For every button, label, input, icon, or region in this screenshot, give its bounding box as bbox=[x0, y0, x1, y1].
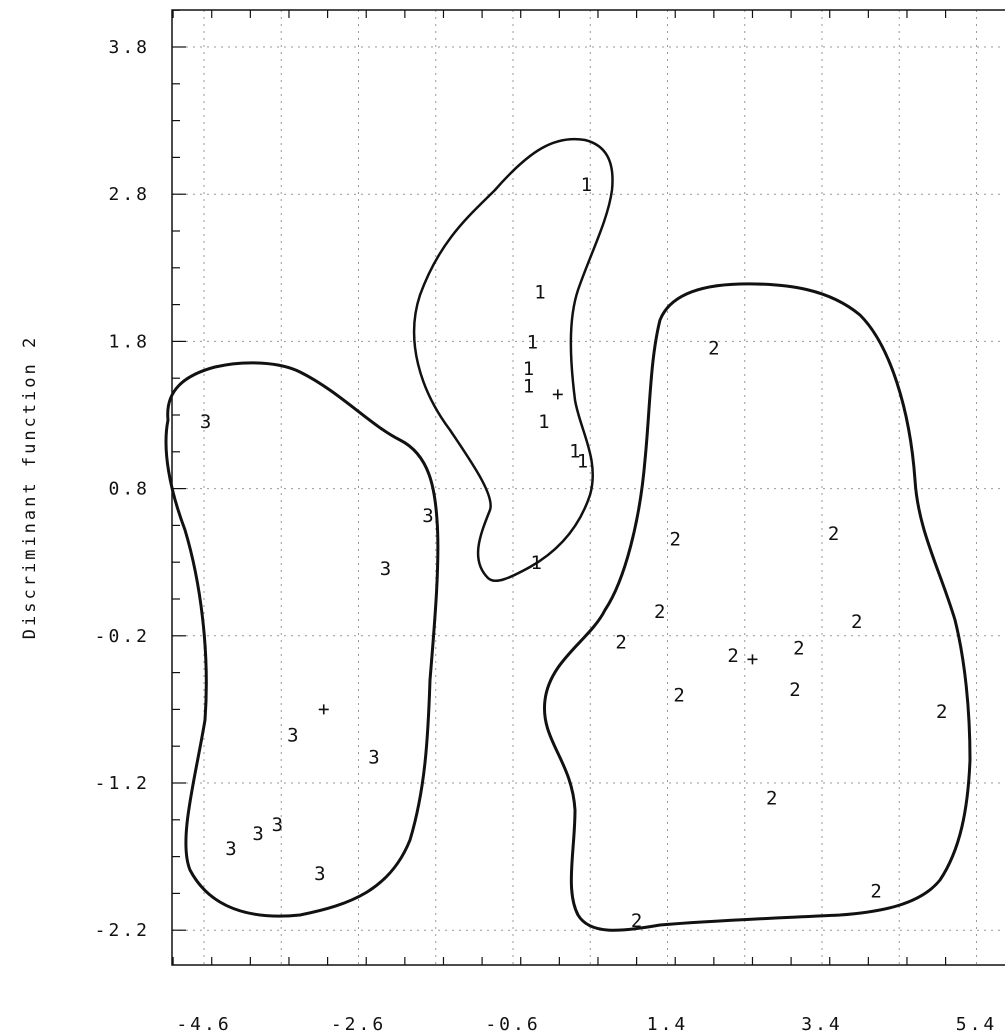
point-group-2: 2 bbox=[793, 638, 804, 660]
y-tick-label: -2.2 bbox=[95, 920, 150, 941]
x-tick-label: -4.6 bbox=[176, 1014, 231, 1035]
point-group-2: 2 bbox=[615, 632, 626, 654]
point-group-1: 1 bbox=[523, 376, 534, 398]
point-group-2: 2 bbox=[673, 685, 684, 707]
point-group-1: 1 bbox=[581, 174, 592, 196]
centroid-marker bbox=[747, 654, 758, 665]
axis-ticks bbox=[172, 9, 947, 965]
gridlines bbox=[172, 10, 1005, 965]
group-centroids bbox=[318, 389, 758, 715]
point-group-2: 2 bbox=[870, 880, 881, 902]
centroid-marker bbox=[552, 389, 563, 400]
point-group-3: 3 bbox=[200, 411, 211, 433]
point-group-3: 3 bbox=[380, 558, 391, 580]
y-tick-label: -1.2 bbox=[95, 773, 150, 794]
point-group-2: 2 bbox=[851, 611, 862, 633]
point-group-3: 3 bbox=[422, 505, 433, 527]
point-group-2: 2 bbox=[766, 788, 777, 810]
point-group-2: 2 bbox=[936, 701, 947, 723]
point-group-3: 3 bbox=[272, 814, 283, 836]
point-group-2: 2 bbox=[789, 679, 800, 701]
point-group-2: 2 bbox=[631, 910, 642, 932]
point-group-3: 3 bbox=[252, 823, 263, 845]
point-group-2: 2 bbox=[669, 529, 680, 551]
centroid-marker bbox=[318, 704, 329, 715]
y-axis-title: Discriminant function 2 bbox=[20, 335, 40, 639]
group-2-region bbox=[542, 282, 972, 932]
point-group-2: 2 bbox=[727, 645, 738, 667]
y-tick-label: -0.2 bbox=[95, 626, 150, 647]
x-tick-labels: -4.6 -2.6 -0.6 1.4 3.4 5.4 bbox=[176, 1014, 998, 1035]
point-group-1: 1 bbox=[534, 281, 545, 303]
y-tick-label: 3.8 bbox=[108, 37, 150, 58]
x-tick-label: -2.6 bbox=[331, 1014, 386, 1035]
x-tick-label: -0.6 bbox=[485, 1014, 540, 1035]
point-group-3: 3 bbox=[287, 724, 298, 746]
group-1-region bbox=[412, 137, 614, 583]
x-tick-label: 3.4 bbox=[801, 1014, 843, 1035]
point-group-2: 2 bbox=[708, 337, 719, 359]
point-group-1: 1 bbox=[538, 411, 549, 433]
point-group-1: 1 bbox=[577, 451, 588, 473]
point-group-1: 1 bbox=[569, 440, 580, 462]
point-group-1: 1 bbox=[523, 358, 534, 380]
x-tick-label: 5.4 bbox=[956, 1014, 998, 1035]
point-group-2: 2 bbox=[654, 601, 665, 623]
group-regions bbox=[164, 137, 972, 932]
x-tick-label: 1.4 bbox=[647, 1014, 689, 1035]
point-group-3: 3 bbox=[225, 838, 236, 860]
y-tick-label: 1.8 bbox=[108, 331, 150, 352]
point-group-2: 2 bbox=[828, 523, 839, 545]
point-group-3: 3 bbox=[368, 747, 379, 769]
point-group-1: 1 bbox=[530, 552, 541, 574]
point-group-3: 3 bbox=[314, 863, 325, 885]
point-group-1: 1 bbox=[527, 331, 538, 353]
plot-frame bbox=[171, 9, 1005, 966]
y-tick-label: 0.8 bbox=[108, 479, 150, 500]
y-tick-label: 2.8 bbox=[108, 184, 150, 205]
y-tick-labels: 3.8 2.8 1.8 0.8 -0.2 -1.2 -2.2 bbox=[95, 37, 150, 941]
group-3-region bbox=[164, 361, 440, 918]
